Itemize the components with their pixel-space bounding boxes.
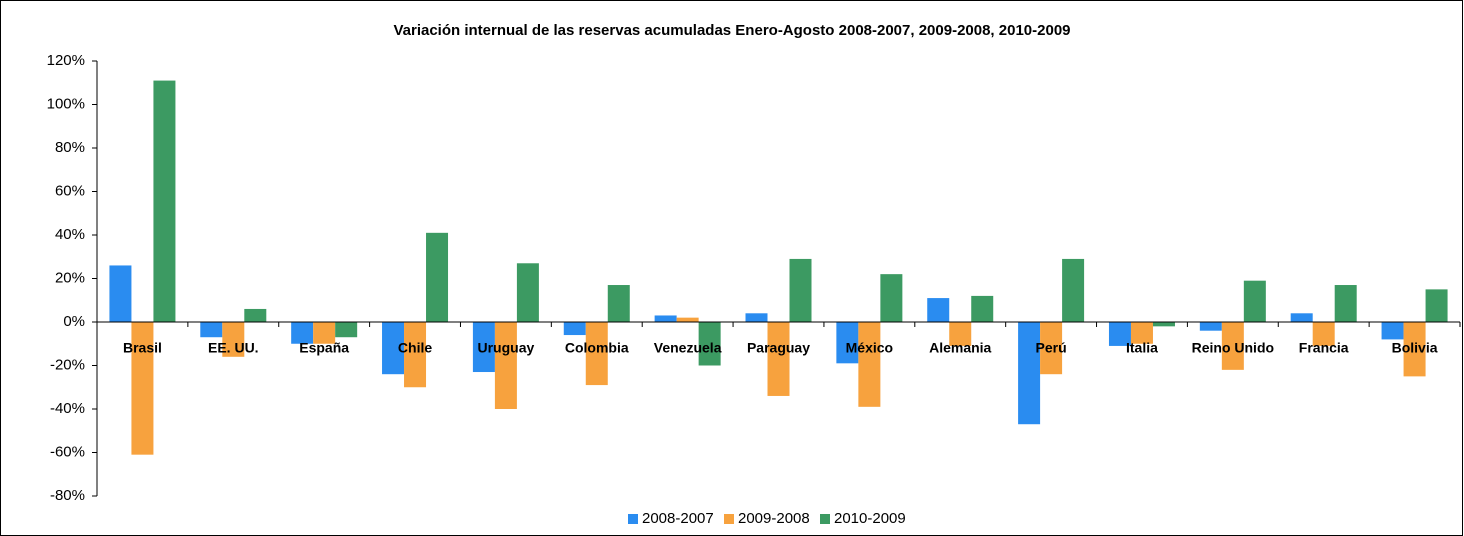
x-tick-label: Uruguay bbox=[478, 340, 535, 356]
bar bbox=[563, 322, 586, 336]
bar bbox=[971, 295, 994, 322]
x-tick-label: Brasil bbox=[123, 340, 162, 356]
bar bbox=[1243, 280, 1266, 322]
x-tick-label: España bbox=[299, 340, 349, 356]
bar bbox=[1108, 322, 1131, 346]
legend-swatch bbox=[628, 514, 638, 524]
bar bbox=[244, 308, 267, 322]
y-tick-label: 60% bbox=[55, 182, 85, 199]
bar bbox=[767, 322, 790, 396]
bar bbox=[291, 322, 314, 344]
bar bbox=[382, 322, 405, 375]
bar bbox=[607, 285, 630, 322]
bar bbox=[880, 274, 903, 322]
y-tick-label: -60% bbox=[50, 443, 85, 460]
x-tick-label: Paraguay bbox=[747, 340, 810, 356]
bar bbox=[1312, 322, 1335, 346]
legend-swatch bbox=[724, 514, 734, 524]
bar bbox=[585, 322, 608, 386]
bar bbox=[676, 317, 699, 322]
bar bbox=[516, 263, 539, 322]
bar bbox=[949, 322, 972, 346]
x-tick-label: Colombia bbox=[565, 340, 629, 356]
bar bbox=[404, 322, 427, 388]
x-tick-label: México bbox=[846, 340, 893, 356]
bar bbox=[1199, 322, 1222, 331]
y-tick-label: -20% bbox=[50, 356, 85, 373]
x-tick-label: Bolivia bbox=[1392, 340, 1438, 356]
bar bbox=[1403, 322, 1426, 377]
y-tick-label: 100% bbox=[47, 95, 85, 112]
bar bbox=[200, 322, 223, 338]
y-tick-label: 80% bbox=[55, 139, 85, 156]
x-tick-label: Chile bbox=[398, 340, 432, 356]
bar bbox=[745, 313, 768, 322]
legend-label: 2008-2007 bbox=[642, 510, 714, 527]
bar bbox=[494, 322, 517, 409]
bar bbox=[472, 322, 495, 373]
x-tick-label: Italia bbox=[1126, 340, 1158, 356]
bar bbox=[426, 232, 449, 322]
x-tick-label: Perú bbox=[1036, 340, 1067, 356]
y-tick-label: -40% bbox=[50, 400, 85, 417]
bar bbox=[836, 322, 859, 364]
bar bbox=[1018, 322, 1041, 425]
y-tick-label: 40% bbox=[55, 226, 85, 243]
bar bbox=[1290, 313, 1313, 322]
bar bbox=[789, 258, 812, 322]
bar bbox=[654, 315, 677, 322]
x-tick-label: Alemania bbox=[929, 340, 991, 356]
x-tick-label: Reino Unido bbox=[1192, 340, 1274, 356]
bar bbox=[1221, 322, 1244, 370]
x-tick-label: Venezuela bbox=[654, 340, 722, 356]
bar bbox=[927, 298, 950, 322]
bar bbox=[1425, 289, 1448, 322]
bar bbox=[1062, 258, 1085, 322]
bar bbox=[858, 322, 881, 407]
bar bbox=[1381, 322, 1404, 340]
bar bbox=[313, 322, 336, 344]
legend-label: 2010-2009 bbox=[834, 510, 906, 527]
y-tick-label: -80% bbox=[50, 487, 85, 504]
bar bbox=[1040, 322, 1063, 375]
bar bbox=[222, 322, 245, 357]
bar bbox=[153, 80, 176, 322]
y-tick-label: 120% bbox=[47, 52, 85, 69]
bar bbox=[335, 322, 358, 338]
y-tick-label: 0% bbox=[63, 313, 85, 330]
legend-swatch bbox=[820, 514, 830, 524]
bar bbox=[698, 322, 721, 366]
bar bbox=[1334, 285, 1357, 322]
legend-label: 2009-2008 bbox=[738, 510, 810, 527]
bar bbox=[109, 265, 132, 322]
x-tick-label: EE. UU. bbox=[208, 340, 259, 356]
bar bbox=[1130, 322, 1153, 344]
bar bbox=[131, 322, 154, 455]
bar bbox=[1152, 322, 1175, 327]
chart-title: Variación internual de las reservas acum… bbox=[393, 22, 1070, 39]
x-tick-label: Francia bbox=[1299, 340, 1349, 356]
y-tick-label: 20% bbox=[55, 269, 85, 286]
